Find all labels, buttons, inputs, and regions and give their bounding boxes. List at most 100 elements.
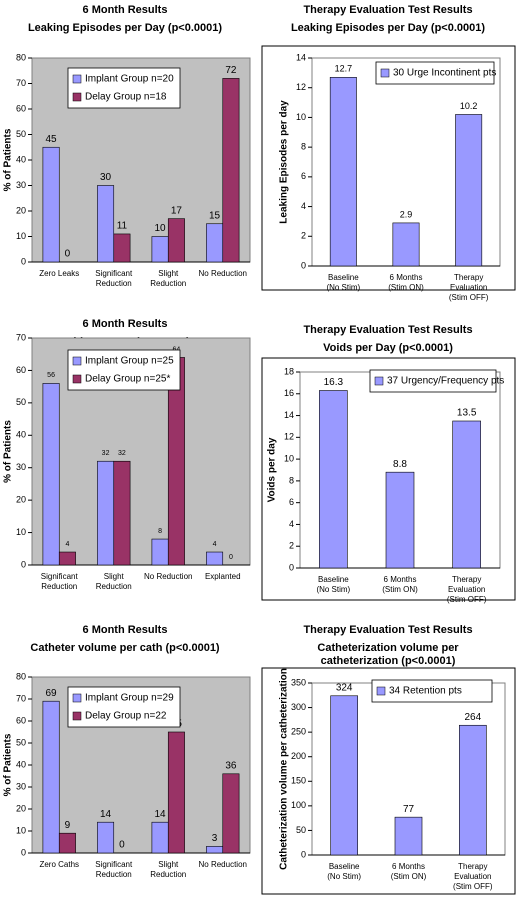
bar (392, 222, 420, 267)
value-label: 45 (46, 134, 58, 145)
x-tick-label: Slight Reduction (96, 572, 132, 591)
bar (329, 77, 357, 267)
bar (206, 223, 224, 263)
y-tick-label: 6 (301, 171, 306, 181)
bar (206, 846, 224, 854)
y-tick-label: 30 (16, 180, 26, 190)
legend-label: Implant Group n=20 (85, 74, 174, 85)
legend-box (371, 679, 493, 703)
y-tick-label: 20 (16, 803, 26, 813)
y-tick-label: 10 (16, 527, 26, 537)
legend-swatch (72, 693, 82, 703)
text-line: Reduction (96, 870, 132, 879)
value-label: 0 (65, 249, 71, 260)
legend-label: Delay Group n=25* (85, 374, 170, 385)
y-tick-label: 2 (289, 541, 294, 551)
text-line: Baseline (329, 862, 360, 871)
y-tick-label: 50 (16, 129, 26, 139)
x-tick-label: Significant Reduction (95, 269, 133, 288)
bar (42, 383, 60, 566)
value-label: 10.2 (460, 101, 478, 111)
chart-title: 6 Month Results (83, 4, 168, 16)
y-tick-label: 8 (289, 475, 294, 485)
value-label: 9 (65, 820, 71, 831)
value-label: 12.7 (335, 64, 353, 74)
x-tick-label: Therapy Evaluation (Stim OFF) (447, 575, 487, 604)
bar (58, 551, 76, 566)
bar (42, 700, 60, 854)
bar (113, 233, 131, 263)
text-line: (No Stim) (326, 283, 360, 292)
y-tick-label: 0 (21, 847, 26, 857)
text-line: Therapy (458, 862, 487, 871)
y-axis-label: Leaking Episodes per day (279, 100, 290, 224)
legend-box (67, 67, 181, 109)
x-tick-label: No Reduction (144, 572, 192, 581)
value-label: 4 (213, 541, 217, 548)
x-tick-label: No Reduction (199, 860, 247, 869)
y-tick-label: 30 (16, 781, 26, 791)
text-line: (Stim OFF) (453, 882, 493, 891)
bar (222, 773, 240, 854)
y-tick-label: 4 (301, 201, 306, 211)
text-line: Baseline (328, 273, 359, 282)
y-tick-label: 150 (291, 776, 306, 786)
value-label: 324 (336, 682, 353, 693)
y-tick-label: 80 (16, 52, 26, 62)
y-tick-label: 60 (16, 715, 26, 725)
chart-title: Therapy Evaluation Test Results (303, 324, 472, 336)
value-label: 30 (100, 172, 112, 183)
bar (151, 236, 169, 263)
y-tick-label: 60 (16, 365, 26, 375)
chart-frame (261, 667, 516, 895)
bar (385, 471, 415, 569)
y-tick-label: 100 (291, 800, 306, 810)
y-tick-label: 6 (289, 497, 294, 507)
legend-swatch (374, 376, 384, 386)
text-line: 6 Months (392, 862, 425, 871)
text-line: Slight (158, 269, 179, 278)
text-line: (No Stim) (327, 872, 361, 881)
y-tick-label: 60 (16, 103, 26, 113)
x-tick-label: Baseline (No Stim) (326, 273, 360, 292)
value-label: 3 (212, 833, 218, 844)
bar (58, 832, 76, 854)
y-tick-label: 40 (16, 154, 26, 164)
legend-swatch (72, 374, 82, 384)
y-tick-label: 250 (291, 727, 306, 737)
text-line: Significant (95, 269, 133, 278)
text-line: (Stim OFF) (449, 293, 489, 302)
text-line: Evaluation (450, 283, 487, 292)
value-label: 2.9 (400, 209, 413, 219)
y-tick-label: 0 (21, 256, 26, 266)
text-line: (Stim ON) (388, 283, 424, 292)
y-tick-label: 300 (291, 702, 306, 712)
bar (452, 420, 481, 569)
y-tick-label: 0 (301, 849, 306, 859)
legend-label: Delay Group n=22 (85, 711, 167, 722)
bar (319, 390, 348, 569)
x-tick-label: No Reduction (199, 269, 247, 278)
text-line: Reduction (96, 582, 132, 591)
chart-subtitle: Catheter volume per cath (p<0.0001) (30, 642, 220, 654)
y-axis-label: % of Patients (3, 733, 14, 796)
y-tick-label: 10 (16, 231, 26, 241)
y-tick-label: 4 (289, 519, 294, 529)
text-line: catheterization (p<0.0001) (321, 655, 456, 667)
text-line: 6 Months (390, 273, 423, 282)
y-tick-label: 50 (16, 737, 26, 747)
x-tick-label: Therapy Evaluation (Stim OFF) (449, 273, 489, 302)
y-tick-label: 18 (284, 366, 294, 376)
y-axis-label: % of Patients (3, 420, 14, 483)
y-tick-label: 30 (16, 462, 26, 472)
y-tick-label: 80 (16, 671, 26, 681)
y-tick-label: 2 (301, 231, 306, 241)
text-line: (Stim ON) (382, 585, 418, 594)
chart-subtitle: Leaking Episodes per Day (p<0.0001) (28, 22, 222, 34)
value-label: 16.3 (324, 377, 344, 388)
value-label: 69 (46, 688, 58, 699)
legend-box (67, 686, 181, 728)
bar (394, 816, 423, 856)
value-label: 0 (229, 554, 233, 561)
bar (97, 821, 115, 854)
